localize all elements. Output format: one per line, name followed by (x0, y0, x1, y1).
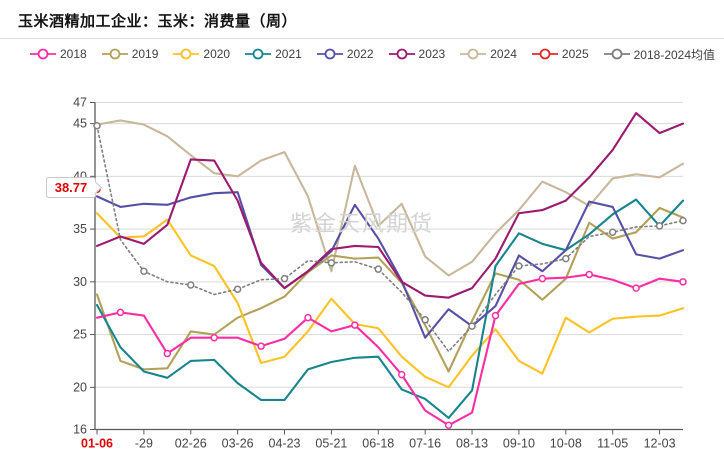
series-line-2022 (95, 191, 685, 339)
series-line-2018 (95, 273, 685, 427)
series-line-2021 (95, 198, 685, 419)
series-marker-2018-2024均值 (608, 228, 617, 236)
y-tick-label: 47 (73, 96, 87, 110)
series-marker-2018-2024均值 (233, 285, 242, 293)
series-marker-2018 (491, 311, 500, 320)
series-marker-2018 (304, 313, 312, 322)
series-marker-2018-2024均值 (374, 265, 383, 273)
y-tick-label: 25 (73, 328, 87, 342)
series-marker-2018-2024均值 (327, 259, 336, 267)
series-marker-2018-2024均值 (280, 274, 289, 283)
series-marker-2018-2024均值 (515, 262, 523, 270)
x-tick-label: 02-26 (175, 437, 207, 451)
series-marker-2018 (257, 342, 265, 350)
y-tick-label: 45 (73, 117, 87, 131)
x-tick-label: 09-10 (503, 437, 535, 451)
series-marker-2018 (397, 370, 406, 379)
series-marker-2018-2024均值 (140, 267, 148, 276)
legend-marker-icon (460, 48, 487, 60)
x-tick-label: 06-18 (362, 437, 394, 451)
latest-value-callout: 38.77 (46, 177, 102, 198)
series-marker-2018-2024均值 (655, 222, 664, 230)
legend-item-2023[interactable]: 2023 (388, 47, 446, 61)
legend-item-2018-2024均值[interactable]: 2018-2024均值 (603, 46, 716, 63)
legend-label: 2021 (275, 47, 302, 61)
series-marker-2018 (585, 270, 593, 279)
x-tick-label: -29 (135, 437, 153, 451)
latest-value-label: 38.77 (54, 180, 88, 195)
x-tick-label: 01-06 (81, 437, 113, 451)
legend-item-2025[interactable]: 2025 (531, 47, 589, 61)
x-tick-label: 11-05 (597, 437, 628, 451)
series-line-2024 (95, 119, 685, 277)
series-line-2020 (95, 212, 685, 389)
y-tick-label: 20 (73, 380, 87, 394)
legend-label: 2018 (60, 47, 87, 61)
series-marker-2018 (538, 274, 547, 283)
series-marker-2018-2024均值 (93, 121, 101, 130)
x-tick-label: 10-08 (550, 437, 582, 451)
series-marker-2018 (632, 284, 640, 292)
y-tick-label: 16 (73, 423, 87, 437)
legend-item-2024[interactable]: 2024 (460, 47, 517, 61)
legend-label: 2019 (131, 47, 159, 61)
x-tick-label: 12-03 (644, 437, 676, 451)
legend-item-2020[interactable]: 2020 (173, 47, 230, 61)
series-marker-2018-2024均值 (468, 322, 476, 330)
series-marker-2018-2024均值 (421, 316, 429, 324)
legend: 2018 2019 2020 2021 2022 2023 2024 2025 2018-202… (30, 44, 715, 64)
legend-marker-icon (30, 48, 56, 60)
legend-marker-icon (388, 48, 415, 60)
watermark: 紫金天风期货 (290, 211, 435, 236)
series-marker-2018 (351, 321, 359, 329)
series-marker-2018 (163, 349, 172, 358)
y-tick-label: 35 (73, 222, 87, 236)
legend-label: 2020 (203, 47, 231, 61)
legend-item-2022[interactable]: 2022 (316, 47, 374, 61)
series-marker-2018-2024均值 (679, 216, 687, 225)
legend-label: 2024 (490, 47, 517, 61)
series-line-2019 (95, 206, 685, 373)
x-tick-label: 08-13 (456, 437, 488, 451)
legend-marker-icon (316, 48, 343, 60)
title-divider (0, 38, 724, 39)
legend-item-2018[interactable]: 2018 (30, 47, 87, 61)
legend-marker-icon (173, 48, 200, 60)
series-marker-2018 (116, 308, 125, 317)
series-marker-2018 (679, 278, 687, 286)
series-line-2018-2024均值 (96, 124, 684, 353)
legend-label: 2018-2024均值 (633, 47, 716, 62)
legend-item-2019[interactable]: 2019 (101, 47, 159, 61)
legend-label: 2025 (561, 47, 589, 61)
series-marker-2018 (210, 333, 218, 342)
x-tick-label: 03-26 (222, 437, 254, 451)
x-tick-label: 07-16 (409, 437, 441, 451)
y-tick-label: 30 (73, 275, 87, 289)
legend-marker-icon (245, 48, 272, 60)
legend-label: 2023 (418, 47, 446, 61)
legend-label: 2022 (346, 47, 374, 61)
chart-title: 玉米酒精加工企业：玉米：消费量（周） (18, 13, 298, 30)
series-line-2023 (95, 111, 685, 299)
series-marker-2018-2024均值 (562, 254, 570, 263)
x-tick-label: 04-23 (269, 437, 301, 451)
legend-marker-icon (603, 48, 630, 60)
series-marker-2018 (444, 421, 453, 430)
legend-marker-icon (101, 48, 128, 60)
legend-marker-icon (531, 48, 558, 60)
legend-item-2021[interactable]: 2021 (245, 47, 302, 61)
series-marker-2018-2024均值 (187, 281, 195, 289)
x-tick-label: 05-21 (315, 437, 347, 451)
